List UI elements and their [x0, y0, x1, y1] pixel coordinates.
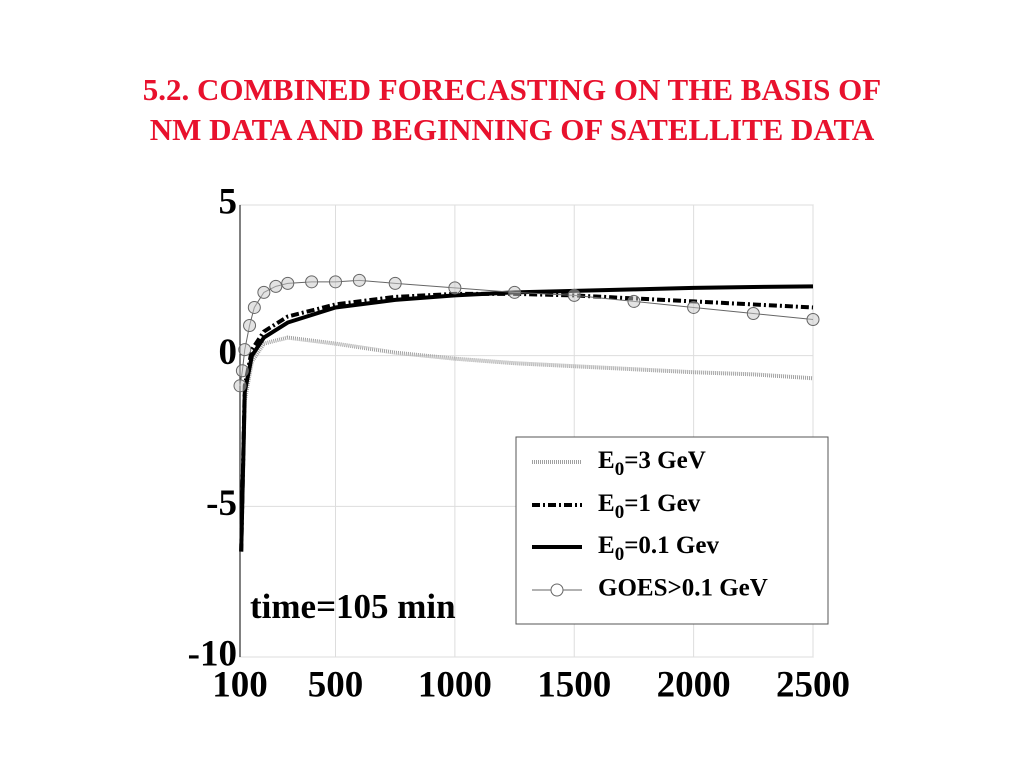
- marker: [305, 275, 319, 289]
- legend-label: E0=0.1 Gev: [598, 532, 719, 566]
- title: 5.2. COMBINED FORECASTING ON THE BASIS O…: [0, 70, 1024, 150]
- marker: [627, 294, 641, 308]
- y-tick-label: -5: [206, 483, 237, 524]
- legend-label: E0=1 Gev: [598, 490, 701, 524]
- x-tick-label: 2500: [776, 664, 850, 705]
- title-line: NM DATA AND BEGINNING OF SATELLITE DATA: [149, 112, 875, 147]
- x-tick-label: 1000: [418, 664, 492, 705]
- marker: [448, 281, 462, 295]
- marker: [238, 343, 252, 357]
- legend-label: E0=3 GeV: [598, 447, 706, 481]
- marker: [329, 275, 342, 289]
- legend-marker: [550, 583, 564, 597]
- legend-label-part: =3 GeV: [624, 447, 706, 474]
- title-line: 5.2. COMBINED FORECASTING ON THE BASIS O…: [142, 72, 882, 107]
- x-tick-label: 500: [308, 664, 364, 705]
- annotation: time=105 min: [250, 587, 456, 626]
- x-tick-label: 2000: [657, 664, 731, 705]
- legend-label-part: =1 Gev: [624, 490, 701, 517]
- marker: [243, 319, 257, 333]
- x-tick-label: 1500: [537, 664, 611, 705]
- marker: [806, 313, 820, 327]
- marker: [269, 279, 283, 293]
- y-tick-label: 5: [219, 181, 238, 222]
- y-tick-label: 0: [219, 332, 238, 373]
- legend-label-sub: 0: [615, 544, 625, 565]
- marker: [235, 364, 249, 378]
- legend-label-part: E: [598, 490, 615, 517]
- series-line: [239, 284, 814, 552]
- marker: [281, 276, 295, 290]
- marker: [567, 288, 581, 302]
- marker: [247, 300, 261, 314]
- series-line: [239, 335, 814, 552]
- legend-label-sub: 0: [615, 459, 625, 480]
- marker: [257, 285, 271, 299]
- legend-label-sub: 0: [615, 502, 625, 523]
- marker: [508, 285, 522, 299]
- legend-label-part: E: [598, 447, 615, 474]
- marker: [687, 300, 701, 314]
- x-tick-label: 100: [212, 664, 268, 705]
- legend-label-part: E: [598, 532, 615, 559]
- legend-label: GOES>0.1 GeV: [598, 575, 768, 602]
- marker: [746, 306, 760, 320]
- marker: [233, 379, 247, 393]
- marker: [352, 273, 366, 287]
- marker: [388, 276, 402, 290]
- y-tick-label: -10: [188, 633, 237, 674]
- legend-box: [515, 436, 829, 625]
- series-line: [239, 291, 814, 552]
- legend-label-part: =0.1 Gev: [624, 532, 719, 559]
